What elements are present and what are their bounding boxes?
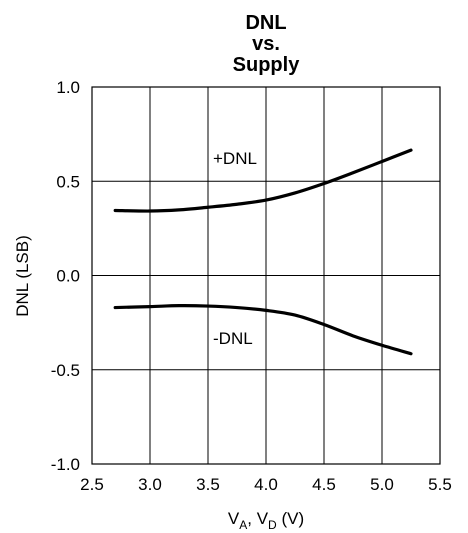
series-line-plus-dnl xyxy=(113,148,413,213)
y-tick-label-1: 0.5 xyxy=(56,172,80,191)
y-axis-label: DNL (LSB) xyxy=(13,235,32,317)
chart-title-line-3: Supply xyxy=(233,54,301,76)
x-axis-label-unit: (V) xyxy=(277,509,304,528)
y-tick-label-0: 1.0 xyxy=(56,78,80,97)
series-line-minus-dnl xyxy=(113,304,413,356)
x-tick-label-0: 2.5 xyxy=(80,475,104,494)
x-tick-label-6: 5.5 xyxy=(428,475,452,494)
x-tick-label-3: 4.0 xyxy=(254,475,278,494)
x-tick-label-4: 4.5 xyxy=(312,475,336,494)
x-axis-label-v1: V xyxy=(228,509,240,528)
x-axis-label-v2: V xyxy=(257,509,269,528)
x-tick-label-5: 5.0 xyxy=(370,475,394,494)
y-tick-label-2: 0.0 xyxy=(56,267,80,286)
x-axis-label-sub-d: D xyxy=(268,518,277,532)
x-axis-label: VA, VD (V) xyxy=(228,509,304,532)
chart-title-line-1: DNL xyxy=(245,12,286,34)
series-lines xyxy=(113,148,413,356)
x-axis-label-sep: , xyxy=(247,509,256,528)
annotation-minus-dnl: -DNL xyxy=(213,329,253,348)
annotation-plus-dnl: +DNL xyxy=(213,149,257,168)
grid xyxy=(91,86,441,465)
x-axis-label-sub-a: A xyxy=(239,518,247,532)
x-tick-label-1: 3.0 xyxy=(138,475,162,494)
x-tick-labels: 2.5 3.0 3.5 4.0 4.5 5.0 5.5 xyxy=(80,475,452,494)
plot-frame xyxy=(91,86,441,465)
y-tick-labels: 1.0 0.5 0.0 -0.5 -1.0 xyxy=(51,78,80,474)
y-tick-label-4: -1.0 xyxy=(51,455,80,474)
chart-title-line-2: vs. xyxy=(252,33,280,55)
x-tick-label-2: 3.5 xyxy=(196,475,220,494)
y-tick-label-3: -0.5 xyxy=(51,361,80,380)
